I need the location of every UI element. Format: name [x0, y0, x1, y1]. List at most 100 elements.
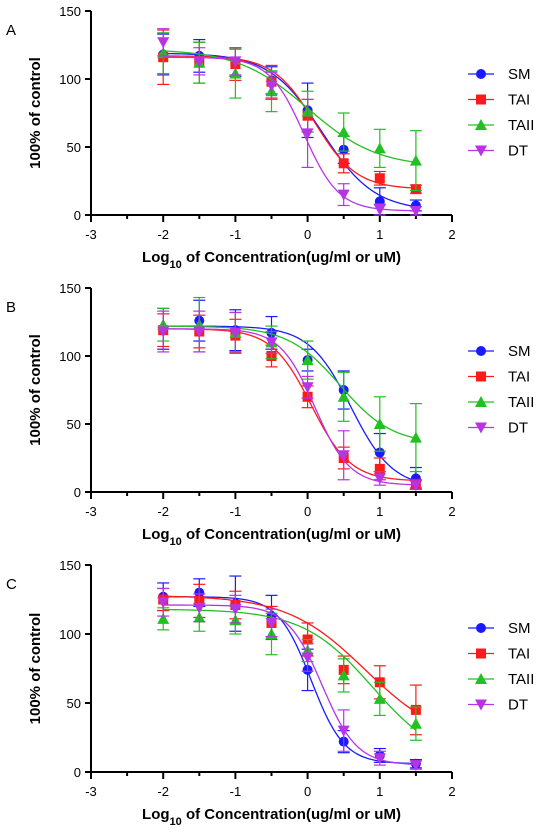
y-tick-label: 100	[59, 349, 81, 364]
x-tick-label: -2	[157, 227, 169, 242]
x-tick-label: -3	[85, 227, 97, 242]
data-point	[337, 390, 350, 402]
legend-marker	[475, 119, 487, 130]
data-point	[337, 189, 350, 201]
legend-marker	[476, 371, 486, 382]
fit-curve	[163, 328, 416, 486]
y-tick-label: 0	[74, 765, 81, 780]
series-taii	[157, 603, 422, 741]
data-point	[337, 450, 350, 462]
series-taii	[157, 296, 422, 473]
legend-label: DT	[508, 143, 528, 160]
legend-marker	[476, 94, 486, 105]
fit-curve	[163, 608, 417, 731]
y-tick-label: 0	[74, 208, 81, 223]
legend-marker	[475, 673, 487, 684]
legend-marker	[476, 623, 486, 633]
fit-curve	[163, 52, 417, 208]
fit-curve	[163, 50, 416, 163]
x-tick-label: 2	[448, 227, 455, 242]
x-axis-title-log: Log	[142, 806, 170, 823]
x-tick-label: 1	[376, 227, 383, 242]
y-tick-label: 100	[59, 627, 81, 642]
legend-marker	[475, 145, 487, 157]
data-point	[301, 128, 314, 140]
legend-label: TAII	[508, 394, 534, 411]
x-tick-label: -1	[230, 504, 242, 519]
data-point	[338, 158, 349, 169]
y-tick-label: 0	[74, 485, 81, 500]
data-point	[157, 37, 170, 49]
legend-label: TAII	[508, 671, 534, 688]
x-tick-label: 0	[304, 227, 311, 242]
y-tick-label: 50	[67, 140, 81, 155]
x-tick-label: 1	[376, 784, 383, 799]
legend-label: SM	[508, 343, 531, 360]
legend-marker	[475, 396, 487, 407]
data-point	[193, 56, 206, 68]
data-point	[409, 760, 422, 772]
y-tick-label: 150	[59, 4, 81, 19]
data-point	[409, 717, 422, 729]
fit-curve	[163, 55, 416, 189]
y-axis-title: 100% of control	[27, 57, 44, 169]
x-tick-label: 0	[304, 504, 311, 519]
data-point	[409, 205, 422, 217]
chart-panel-C: C 0 50 100 150 -3 -2 -1 0 1 2 Log10 of Concentratio…	[6, 558, 534, 828]
series-dt	[157, 28, 422, 217]
data-point	[265, 80, 278, 92]
data-point	[373, 418, 386, 429]
x-axis-title: Log10 of Concentration(ug/ml or uM)	[142, 806, 401, 828]
x-tick-label: -2	[157, 784, 169, 799]
legend-label: SM	[508, 66, 531, 83]
legend-label: DT	[508, 420, 528, 437]
fit-curve	[163, 604, 416, 766]
legend-marker	[476, 648, 486, 659]
data-point	[193, 602, 206, 614]
x-tick-label: 2	[448, 784, 455, 799]
data-point	[409, 431, 422, 443]
y-tick-label: 150	[59, 558, 81, 573]
data-point	[301, 652, 314, 664]
x-tick-label: 0	[304, 784, 311, 799]
x-tick-label: -3	[85, 504, 97, 519]
data-point	[157, 326, 170, 338]
data-point	[301, 354, 314, 366]
x-tick-label: 1	[376, 504, 383, 519]
data-point	[229, 604, 242, 616]
data-point	[373, 692, 386, 704]
panel-label: B	[6, 299, 16, 316]
x-tick-label: -1	[230, 784, 242, 799]
x-tick-label: -2	[157, 504, 169, 519]
legend-label: TAI	[508, 646, 530, 663]
data-point	[337, 126, 350, 138]
y-tick-label: 50	[67, 696, 81, 711]
data-point	[265, 617, 278, 629]
y-tick-label: 100	[59, 72, 81, 87]
data-point	[229, 56, 242, 68]
legend-label: DT	[508, 697, 528, 714]
data-point	[301, 382, 314, 394]
x-tick-label: 2	[448, 504, 455, 519]
x-tick-label: -3	[85, 784, 97, 799]
fit-curve	[163, 325, 417, 439]
legend: SM TAI TAII DT	[468, 66, 534, 160]
legend: SM TAI TAII DT	[468, 620, 534, 714]
data-point	[374, 463, 385, 474]
data-point	[157, 612, 170, 624]
legend-marker	[475, 699, 487, 711]
legend: SM TAI TAII DT	[468, 343, 534, 437]
fit-curve	[163, 56, 416, 212]
data-point	[337, 725, 350, 737]
y-axis-title: 100% of control	[27, 613, 44, 725]
data-point	[373, 204, 386, 216]
x-axis-title-log: Log	[142, 249, 170, 266]
legend-label: SM	[508, 620, 531, 637]
series-dt	[157, 587, 422, 772]
data-point	[229, 327, 242, 339]
data-point	[337, 669, 350, 681]
panel-label: A	[6, 22, 16, 39]
data-point	[157, 597, 170, 609]
legend-label: TAI	[508, 369, 530, 386]
